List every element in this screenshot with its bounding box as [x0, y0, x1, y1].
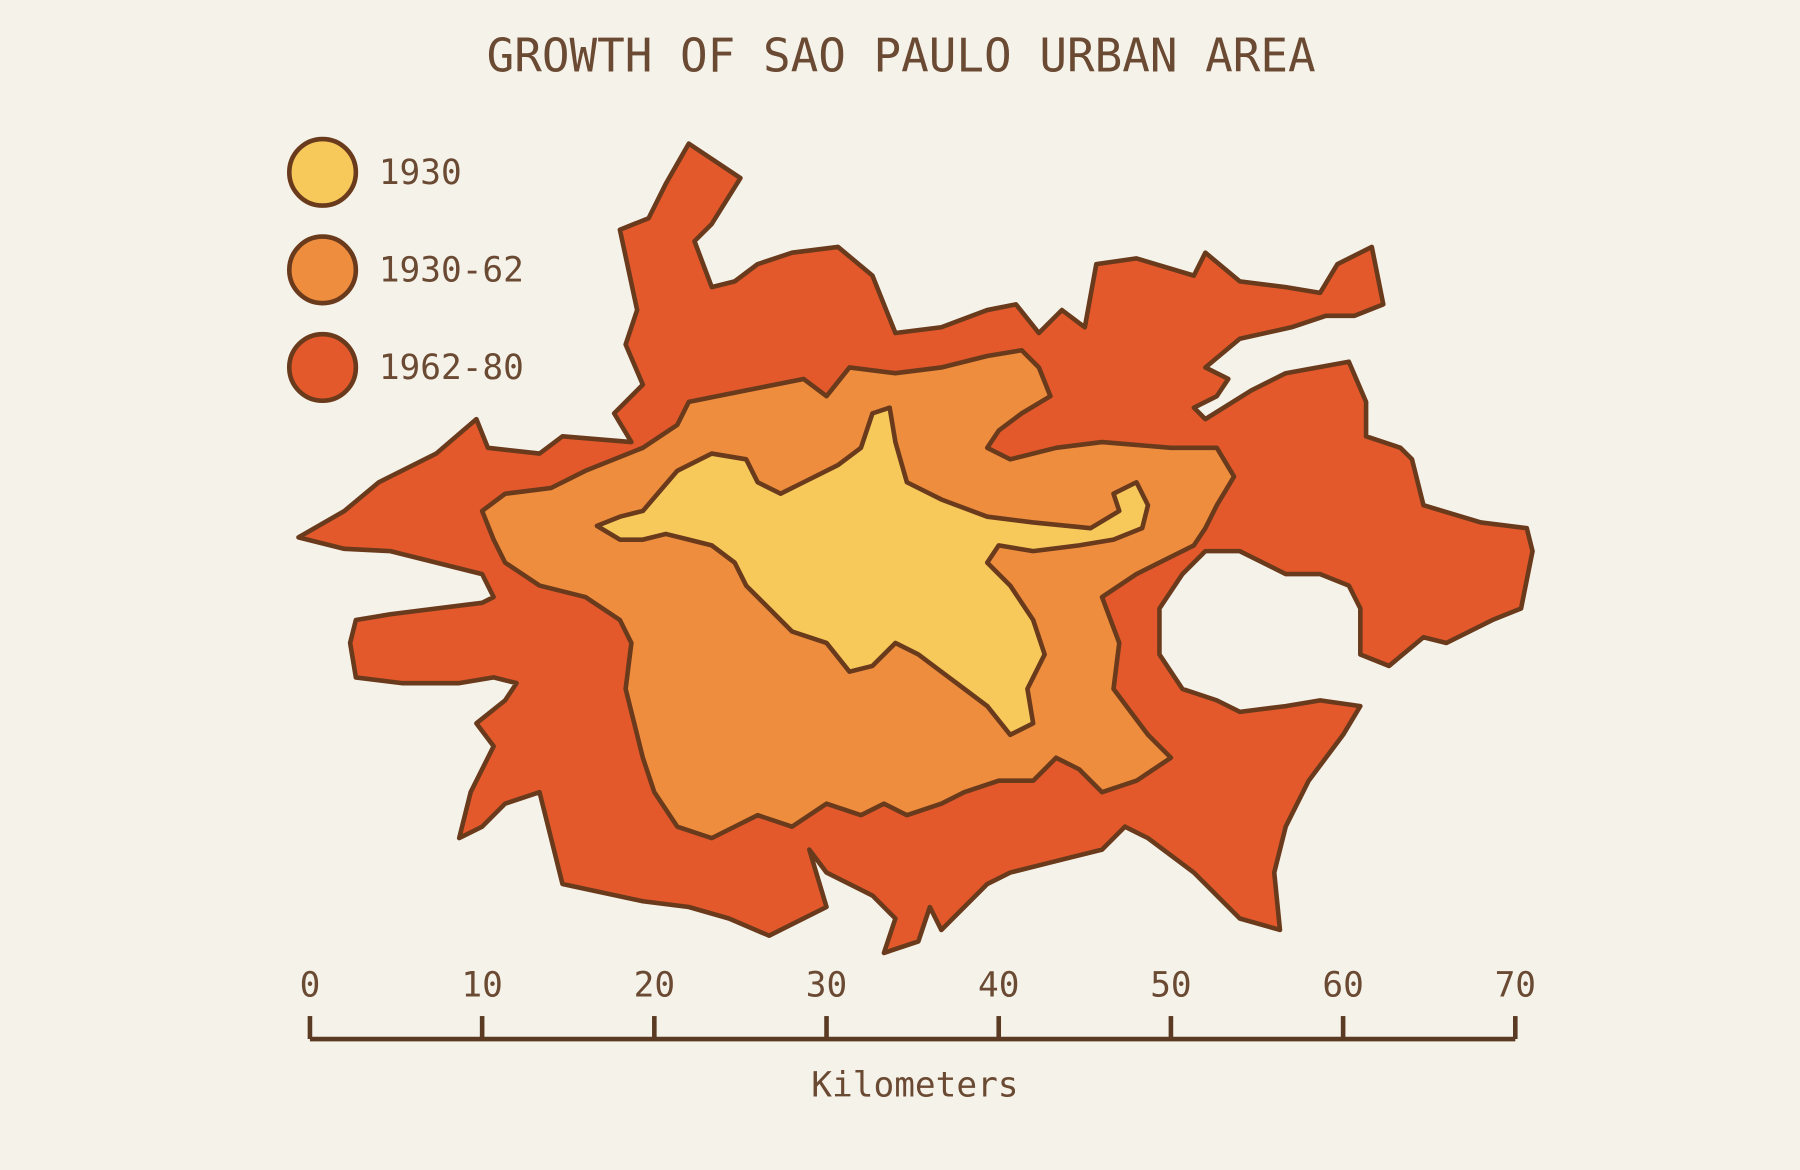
map-title: GROWTH OF SAO PAULO URBAN AREA: [487, 28, 1316, 82]
legend-swatch: [286, 234, 359, 306]
legend-label: 1930-62: [379, 250, 524, 290]
legend-swatch: [286, 331, 359, 404]
legend: 1930 1930-62 1962-80: [286, 136, 524, 404]
scale-bar: Kilometers 0 10 20 30 40 50 60 70: [300, 966, 1536, 1106]
scale-tick-label: 20: [634, 966, 675, 1006]
scale-tick-label: 50: [1150, 966, 1191, 1006]
scale-tick-label: 70: [1495, 966, 1536, 1006]
legend-swatch: [286, 136, 359, 208]
scale-label: Kilometers: [811, 1065, 1018, 1105]
legend-label: 1962-80: [379, 348, 524, 388]
urban-area-map: [296, 141, 1535, 956]
scale-tick-label: 0: [300, 966, 321, 1006]
area-1930: [594, 405, 1151, 738]
scale-tick-label: 40: [978, 966, 1019, 1006]
scale-tick-label: 60: [1322, 966, 1363, 1006]
scale-tick-label: 10: [461, 966, 502, 1006]
scale-tick-label: 30: [806, 966, 847, 1006]
legend-label: 1930: [379, 153, 462, 193]
